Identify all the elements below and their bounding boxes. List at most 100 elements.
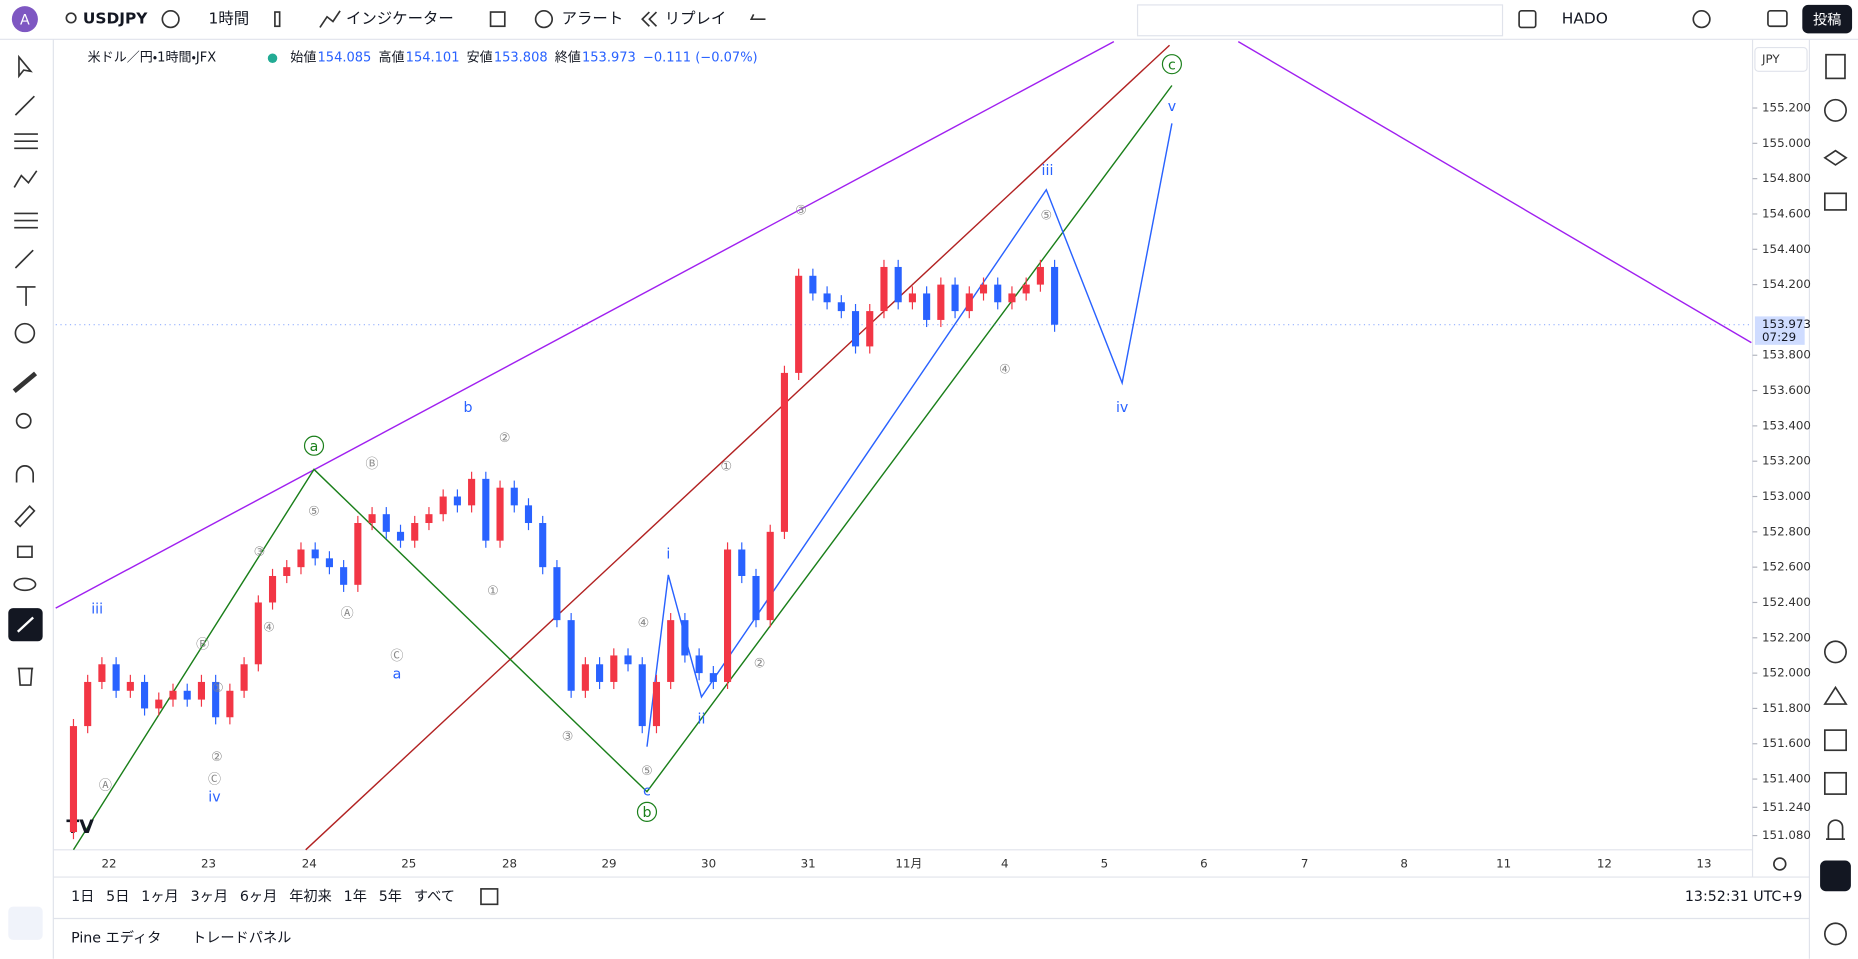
candle xyxy=(169,690,177,700)
undo[interactable] xyxy=(749,14,766,20)
ohlc-value: 153.973 xyxy=(582,51,636,66)
wave-label: ① xyxy=(721,460,733,475)
panel-tab[interactable]: Pine エディタ xyxy=(71,929,161,947)
range-button[interactable]: 1ヶ月 xyxy=(141,889,178,905)
snapshot[interactable] xyxy=(1767,10,1788,28)
candle xyxy=(752,575,760,621)
alert[interactable]: アラート xyxy=(562,10,624,28)
candle xyxy=(98,664,106,682)
fullscreen-box[interactable] xyxy=(1518,10,1537,29)
chat-icon[interactable] xyxy=(1823,192,1847,211)
candle xyxy=(268,575,277,603)
ohlc-value: 154.085 xyxy=(318,51,372,66)
wave-label: i xyxy=(666,547,670,563)
range-button[interactable]: すべて xyxy=(414,888,455,905)
price-tick-label: 155.200 xyxy=(1762,101,1811,115)
time-label: 12 xyxy=(1597,857,1612,871)
price-tick-label: 153.800 xyxy=(1762,348,1811,362)
axis-settings[interactable] xyxy=(1773,857,1787,871)
wave-label: iv xyxy=(1116,400,1128,416)
prediction-tool[interactable] xyxy=(14,212,38,229)
web-icon[interactable] xyxy=(1823,771,1847,795)
publish: 投稿 xyxy=(1813,11,1841,28)
candle xyxy=(112,664,120,691)
calc-icon[interactable] xyxy=(1823,640,1847,664)
fib-tool[interactable] xyxy=(14,133,38,150)
wave-label: v xyxy=(1168,99,1176,115)
publish-button[interactable] xyxy=(1802,4,1853,34)
magnet-tool[interactable] xyxy=(15,465,35,483)
ruler-tool[interactable] xyxy=(12,371,38,394)
range-button[interactable]: 5日 xyxy=(106,889,129,905)
zoom-tool[interactable] xyxy=(15,412,32,429)
cursor-tool[interactable] xyxy=(18,54,33,79)
settings[interactable] xyxy=(1692,10,1711,29)
templates[interactable] xyxy=(489,11,506,28)
candle xyxy=(738,549,746,576)
goto-date[interactable] xyxy=(480,888,499,906)
chart-type[interactable] xyxy=(274,11,281,28)
wave-label: ④ xyxy=(263,621,275,636)
calendar-icon[interactable] xyxy=(1823,729,1847,752)
wave-label: ⑤ xyxy=(641,764,653,779)
ideas-icon[interactable] xyxy=(1823,685,1848,705)
wave-label: iii xyxy=(1042,163,1054,179)
notify-icon[interactable] xyxy=(1826,819,1845,840)
indicators[interactable]: インジケーター xyxy=(346,10,454,28)
range-button[interactable]: 1日 xyxy=(71,889,94,905)
avatar[interactable] xyxy=(11,6,38,33)
emoji-tool[interactable] xyxy=(14,322,36,344)
replay[interactable]: リプレイ xyxy=(665,10,727,28)
range-button[interactable]: 1年 xyxy=(344,888,367,905)
candle xyxy=(1036,266,1044,285)
time-label: 23 xyxy=(201,857,216,871)
visibility-tool[interactable] xyxy=(13,577,37,592)
candle xyxy=(695,655,703,674)
candle xyxy=(894,266,902,303)
link-icon xyxy=(16,616,34,633)
range-button[interactable]: 5年 xyxy=(379,888,402,905)
delete-tool[interactable] xyxy=(17,667,34,686)
current-price: 153.973 xyxy=(1762,317,1811,331)
add-symbol[interactable] xyxy=(161,10,180,29)
draw-lock[interactable] xyxy=(14,504,36,528)
candle xyxy=(325,558,333,568)
price-tick-label: 151.800 xyxy=(1762,701,1811,715)
candle xyxy=(681,620,689,656)
layout-name[interactable]: HADO xyxy=(1562,10,1608,28)
pattern-tool[interactable] xyxy=(13,170,38,188)
interval[interactable]: 1時間 xyxy=(209,10,250,28)
ohlc-label: 安値 xyxy=(467,50,493,66)
time-label: 28 xyxy=(502,857,517,871)
watchlist-icon[interactable] xyxy=(1825,53,1846,80)
lock-tool[interactable] xyxy=(16,545,33,558)
candle xyxy=(667,620,675,682)
trend-line xyxy=(305,44,1171,851)
range-button[interactable]: 年初来 xyxy=(289,888,332,905)
currency-box[interactable] xyxy=(1754,46,1808,72)
candle xyxy=(84,681,92,727)
panel-tab[interactable]: トレードパネル xyxy=(192,930,291,947)
text-tool[interactable] xyxy=(16,286,36,306)
channel-line xyxy=(55,41,1115,609)
candle xyxy=(581,664,589,691)
range-button[interactable]: 3ヶ月 xyxy=(191,889,228,905)
symbol[interactable]: USDJPY xyxy=(83,10,148,28)
wave-label: ② xyxy=(211,750,223,765)
candle xyxy=(937,284,945,320)
price-tick-label: 152.800 xyxy=(1762,524,1811,538)
candle xyxy=(780,372,788,532)
wave-abc xyxy=(72,85,1173,851)
range-button[interactable]: 6ヶ月 xyxy=(240,889,277,905)
layers-icon[interactable] xyxy=(1823,149,1848,166)
watchlist-star[interactable] xyxy=(8,906,43,940)
brush-tool[interactable] xyxy=(14,249,34,269)
time-label: 6 xyxy=(1200,857,1208,871)
help-icon[interactable] xyxy=(1823,922,1847,946)
trendline-tool[interactable] xyxy=(14,95,35,116)
time-label: 30 xyxy=(701,857,716,871)
alerts-icon[interactable] xyxy=(1823,98,1847,122)
candle xyxy=(823,293,831,303)
wave-label: ② xyxy=(754,656,766,671)
apps-icon[interactable] xyxy=(1820,860,1851,892)
